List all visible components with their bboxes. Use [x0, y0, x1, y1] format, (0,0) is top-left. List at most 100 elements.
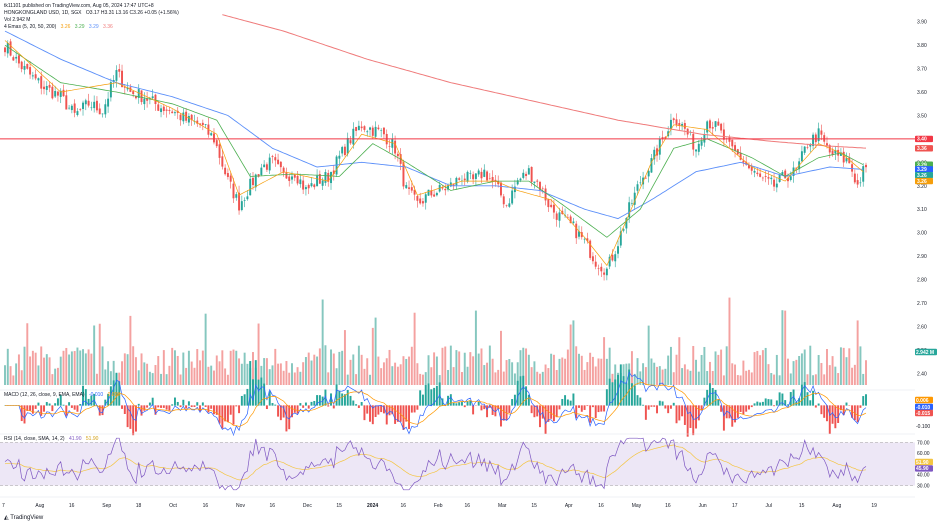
candle-body: [182, 112, 185, 122]
macd-histogram-bar: [196, 402, 199, 406]
volume-bar: [837, 373, 840, 385]
macd-histogram-bar: [525, 386, 528, 406]
candle-body: [458, 178, 461, 180]
tv-logo-icon: ◭: [4, 515, 11, 521]
volume-bar: [37, 365, 40, 385]
volume-bar: [491, 358, 494, 385]
macd-histogram-bar: [747, 405, 750, 410]
volume-bar: [29, 356, 32, 385]
volume-bar: [416, 363, 419, 385]
macd-histogram-bar: [185, 405, 188, 409]
macd-histogram-bar: [70, 405, 73, 408]
macd-histogram-bar: [285, 405, 288, 432]
volume-bar: [708, 361, 711, 385]
volume-bar: [318, 348, 321, 385]
volume-bar: [566, 349, 569, 385]
candle-body: [6, 42, 9, 54]
macd-histogram-bar: [402, 405, 405, 430]
macd-histogram-bar: [115, 372, 118, 406]
rsi-params[interactable]: RSI (14, close, SMA, 14, 2): [4, 436, 65, 442]
candle-body: [70, 105, 73, 111]
candle-body: [703, 134, 706, 143]
candle-body: [68, 107, 71, 109]
candle-body: [591, 256, 594, 262]
volume-bar: [809, 345, 812, 385]
volume-bar: [700, 354, 703, 385]
candle-body: [761, 177, 764, 179]
volume-bar: [62, 350, 65, 385]
candle-body: [430, 190, 433, 196]
volume-bar: [781, 310, 784, 385]
volume-bar: [505, 360, 508, 385]
macd-histogram-bar: [84, 389, 87, 406]
candle-body: [143, 98, 146, 105]
rsi-tag-bg: [915, 465, 933, 472]
macd-histogram-bar: [722, 405, 725, 431]
time-tick-label: 2024: [367, 503, 378, 509]
macd-histogram-bar: [865, 394, 867, 406]
macd-params[interactable]: MACD (12, 26, close, 9, EMA, EMA): [4, 392, 85, 398]
candle-body: [480, 171, 483, 179]
macd-histogram-bar: [199, 405, 202, 412]
macd-histogram-bar: [564, 395, 567, 406]
macd-histogram-bar: [293, 405, 296, 413]
candle-body: [441, 187, 444, 189]
candle-body: [706, 121, 709, 133]
macd-histogram-bar: [173, 397, 176, 406]
volume-bar: [352, 354, 355, 385]
candle-body: [421, 201, 424, 204]
candle-body: [834, 150, 837, 154]
price-tick-label: 3.90: [917, 20, 927, 26]
candle-body: [817, 128, 820, 142]
volume-bar: [508, 359, 511, 385]
macd-histogram-bar: [148, 402, 151, 406]
macd-histogram-bar: [427, 383, 430, 406]
tradingview-logo[interactable]: ◭ TradingView: [4, 515, 44, 521]
ema-legend-label[interactable]: 4 Emas (5, 20, 50, 200): [4, 24, 57, 30]
candle-body: [271, 156, 274, 157]
volume-bar: [9, 366, 12, 385]
volume-bar: [472, 356, 475, 385]
candle-body: [107, 98, 110, 107]
volume-bar: [238, 358, 241, 385]
candle-body: [575, 223, 578, 239]
candle-body: [814, 134, 817, 143]
macd-histogram-bar: [458, 402, 461, 406]
volume-bar: [343, 330, 346, 385]
volume-bar: [764, 347, 767, 385]
candle-body: [396, 153, 399, 157]
volume-bar: [304, 357, 307, 385]
candle-body: [516, 180, 519, 185]
volume-bar: [405, 358, 408, 385]
price-tick-label: 3.60: [917, 90, 927, 96]
candle-body: [600, 266, 603, 272]
volume-bar: [59, 356, 62, 385]
macd-histogram-bar: [594, 405, 597, 419]
volume-bar: [176, 355, 179, 385]
volume-bar: [193, 367, 196, 385]
candle-body: [594, 261, 597, 267]
volume-bar: [285, 361, 288, 385]
macd-histogram-bar: [382, 405, 385, 414]
volume-bar: [614, 364, 617, 385]
volume-bar: [51, 374, 54, 385]
volume-bars: [4, 297, 867, 385]
macd-histogram-bar: [399, 405, 402, 422]
volume-bar: [630, 351, 633, 385]
price-tag-bg: [915, 145, 933, 152]
macd-histogram-bar: [20, 405, 23, 422]
volume-bar: [759, 355, 762, 385]
time-axis: 7 Aug 16 Sep 18 Oct 16 Nov 16 Dec 15 2024 16 Feb 16 Mar…: [0, 496, 915, 509]
macd-histogram-bar: [413, 405, 416, 413]
volume-bar: [792, 361, 795, 385]
macd-histogram-bar: [396, 405, 399, 422]
volume-bar: [190, 361, 193, 385]
macd-histogram-bar: [600, 405, 603, 412]
volume-bar: [533, 361, 536, 385]
macd-histogram-bar: [826, 405, 828, 422]
symbol-name[interactable]: HONGKONGLAND USD, 1D, SGX: [4, 10, 82, 16]
candle-body: [218, 144, 221, 158]
macd-histogram-bar: [140, 405, 143, 416]
candle-body: [614, 254, 617, 262]
